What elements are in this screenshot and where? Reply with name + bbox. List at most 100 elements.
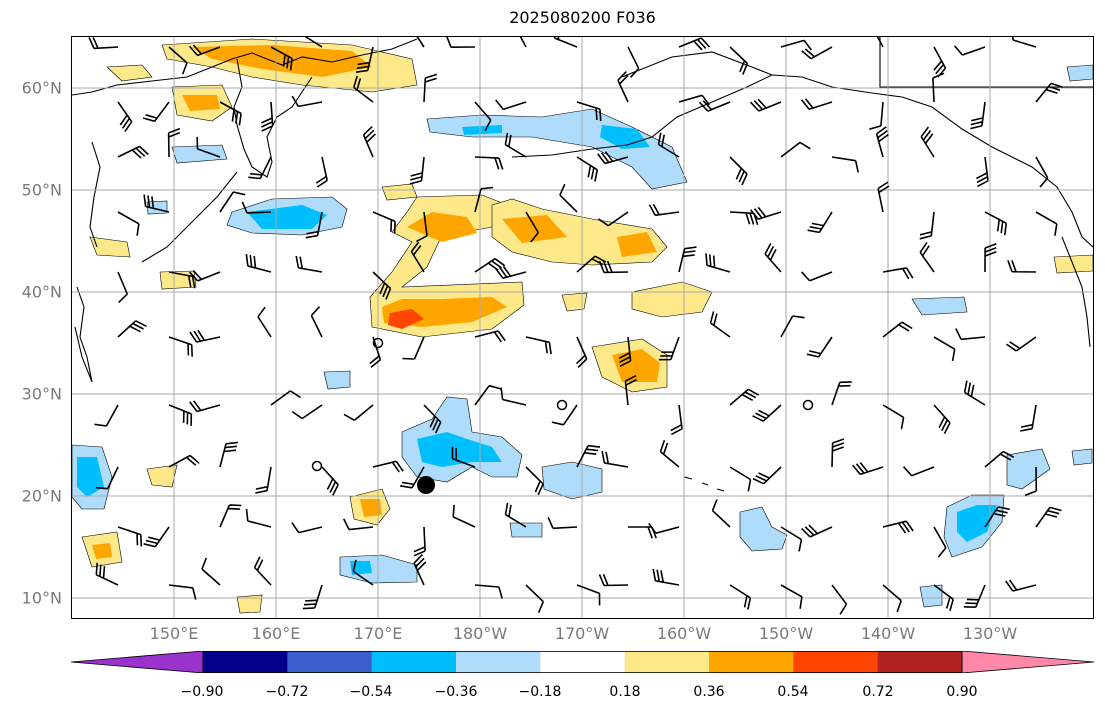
wind-barb bbox=[729, 46, 749, 75]
wind-barb bbox=[559, 183, 578, 213]
lat-label-50n: 50°N bbox=[21, 180, 62, 200]
wind-barb bbox=[413, 526, 426, 557]
colorbar-segment bbox=[793, 651, 879, 673]
wind-barb bbox=[117, 320, 147, 338]
wind-barb bbox=[241, 201, 272, 214]
wind-barb bbox=[903, 466, 935, 477]
wind-barb bbox=[699, 100, 731, 112]
location-marker-dot bbox=[417, 476, 435, 494]
colorbar-tick-label: 0.36 bbox=[693, 684, 725, 700]
wind-barb bbox=[933, 336, 956, 362]
wind-barb bbox=[260, 101, 274, 132]
wind-barb bbox=[519, 37, 527, 48]
wind-barb bbox=[764, 243, 782, 273]
wind-barb bbox=[253, 556, 272, 586]
wind-barb bbox=[678, 94, 710, 106]
neg-region-north-core bbox=[462, 125, 650, 149]
wind-barb bbox=[504, 132, 527, 158]
lon-label-150w: 150°W bbox=[758, 624, 814, 643]
pos-region-kamchatka-core bbox=[192, 45, 372, 77]
wind-barb bbox=[882, 520, 914, 534]
pos-region-small-h bbox=[1053, 254, 1093, 274]
coast-asia-north bbox=[72, 38, 418, 96]
wind-barb bbox=[196, 136, 221, 158]
lon-label-170w: 170°W bbox=[554, 624, 610, 643]
wind-barb bbox=[801, 524, 833, 538]
neg-region-north bbox=[426, 108, 688, 190]
wind-barb bbox=[451, 446, 476, 468]
coast-alaska bbox=[621, 51, 1093, 248]
wind-barb bbox=[452, 504, 476, 528]
wind-barb bbox=[302, 584, 323, 610]
neg-region-west-core bbox=[247, 205, 327, 229]
wind-barb bbox=[624, 374, 637, 406]
neg-region-east-a bbox=[739, 506, 788, 552]
neg-region-nw-small bbox=[171, 144, 228, 164]
wind-barb bbox=[255, 466, 272, 494]
wind-barb bbox=[750, 206, 782, 220]
wind-barb bbox=[342, 518, 374, 531]
wind-barb bbox=[413, 554, 427, 586]
wind-barb bbox=[117, 145, 149, 159]
wind-barb bbox=[495, 265, 527, 279]
wind-barb bbox=[219, 441, 238, 468]
wind-barb bbox=[551, 404, 578, 426]
lon-label-160e: 160°E bbox=[251, 624, 301, 643]
wind-barb bbox=[245, 509, 272, 528]
colorbar-tick-label: 0.90 bbox=[946, 684, 978, 700]
calm-circle bbox=[311, 460, 323, 472]
wind-barb bbox=[88, 37, 119, 50]
wind-barb bbox=[576, 101, 602, 122]
wind-barb bbox=[659, 440, 680, 468]
coastlines bbox=[72, 37, 1093, 492]
wind-barb bbox=[1007, 260, 1037, 273]
wind-barb bbox=[369, 336, 382, 368]
wind-barb bbox=[729, 584, 752, 610]
wind-barb bbox=[919, 211, 935, 240]
neg-region-east-d bbox=[911, 296, 968, 316]
wind-barb bbox=[245, 254, 272, 273]
calm-circle bbox=[372, 337, 384, 349]
wind-barb bbox=[553, 37, 578, 48]
wind-barb bbox=[168, 46, 188, 75]
wind-barb bbox=[831, 156, 859, 173]
wind-barb bbox=[678, 37, 710, 51]
wind-barb bbox=[353, 75, 374, 103]
wind-barb bbox=[932, 72, 945, 103]
wind-barb bbox=[310, 306, 323, 338]
lat-label-60n: 60°N bbox=[21, 78, 62, 98]
wind-barb bbox=[729, 211, 759, 225]
wind-barb bbox=[801, 46, 833, 60]
wind-barb bbox=[270, 390, 301, 406]
neg-region-west-edge-core bbox=[77, 457, 104, 497]
neg-region-central-south-core bbox=[417, 432, 502, 467]
colorbar bbox=[71, 651, 1094, 673]
wind-barb bbox=[801, 271, 833, 282]
positive-shading bbox=[81, 38, 1093, 614]
border-us-canada bbox=[879, 37, 1093, 88]
wind-barb bbox=[423, 404, 442, 434]
colorbar-segment bbox=[287, 651, 373, 673]
lat-label-10n: 10°N bbox=[21, 588, 62, 608]
wind-barb bbox=[1035, 82, 1063, 103]
wind-barb bbox=[142, 101, 170, 123]
wind-barb bbox=[1024, 466, 1038, 497]
wind-barb bbox=[270, 46, 293, 71]
wind-barb bbox=[705, 253, 731, 273]
wind-barb bbox=[305, 211, 323, 239]
wind-barb bbox=[1035, 211, 1058, 236]
coast-sakhalin bbox=[89, 141, 101, 248]
wind-barb bbox=[321, 466, 339, 496]
wind-barb bbox=[807, 211, 833, 234]
wind-barb bbox=[446, 37, 476, 48]
map-plot-area bbox=[71, 36, 1094, 619]
wind-barb bbox=[416, 211, 428, 243]
wind-barb bbox=[117, 101, 133, 133]
pos-region-small-a-core bbox=[360, 499, 382, 517]
calm-circle bbox=[802, 399, 814, 411]
wind-barb bbox=[291, 522, 323, 534]
wind-barb bbox=[801, 98, 833, 111]
wind-barb bbox=[304, 37, 323, 48]
wind-barb bbox=[780, 526, 803, 552]
neg-region-east-b-core bbox=[957, 505, 997, 542]
